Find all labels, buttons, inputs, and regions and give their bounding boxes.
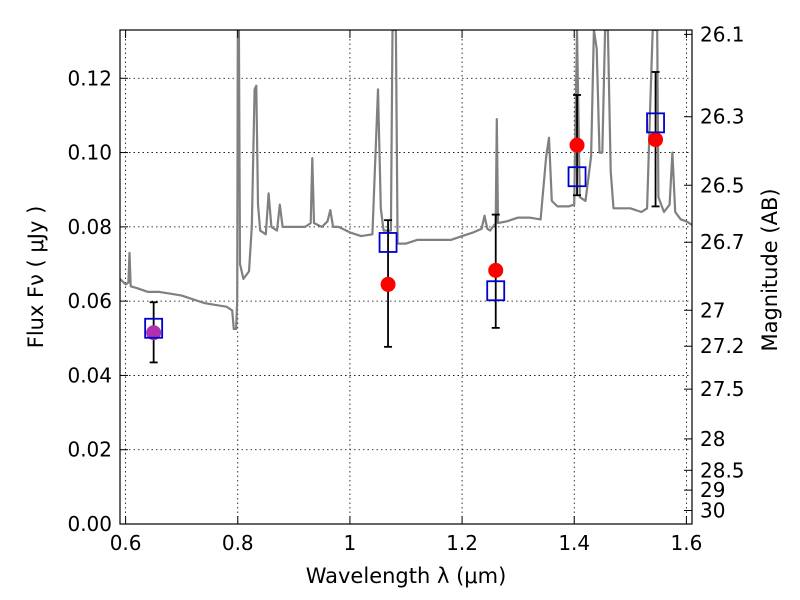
observed-flux-point	[488, 262, 504, 278]
x-axis-title: Wavelength λ (μm)	[306, 564, 507, 588]
right-tick-label: 26.3	[700, 105, 745, 129]
right-tick-label: 26.1	[700, 22, 745, 46]
y-axis-title: Flux Fν ( μJy )	[24, 206, 48, 349]
model-flux-layer	[144, 112, 665, 339]
right-tick-label: 29	[700, 478, 725, 502]
model-flux-square	[646, 112, 665, 134]
grid	[120, 30, 692, 525]
model-spectrum-layer	[120, 30, 692, 331]
x-tick-label: 0.8	[222, 531, 254, 555]
plot-frame	[119, 29, 693, 525]
observed-flux-layer	[146, 132, 664, 341]
x-tick-label: 1.4	[558, 531, 590, 555]
y-tick-label: 0.00	[67, 512, 112, 536]
x-tick-label: 1.2	[446, 531, 478, 555]
y-tick-label: 0.10	[67, 141, 112, 165]
right-tick-label: 26.7	[700, 230, 745, 254]
x-tick-label: 1.6	[670, 531, 702, 555]
right-tick-label: 27	[700, 298, 725, 322]
model-flux-square	[567, 166, 587, 188]
y-tick-label: 0.04	[67, 363, 112, 387]
right-tick-label: 28.5	[700, 458, 745, 482]
observed-flux-point	[380, 276, 396, 292]
model-spectrum-line	[120, 30, 692, 331]
ticks: 0.6 0.8 1 1.2 1.4 1.6 0.00 0.02 0.04 0.06 0.08 0.10…	[67, 22, 744, 555]
y-tick-label: 0.08	[67, 215, 112, 239]
right-tick-label: 27.2	[700, 334, 745, 358]
right-tick-label: 27.5	[700, 377, 745, 401]
observed-flux-point	[569, 137, 585, 153]
right-axis-title: Magnitude (AB)	[758, 188, 782, 351]
error-bar-layer	[149, 71, 660, 364]
observed-flux-point	[648, 132, 664, 148]
model-flux-square	[378, 232, 398, 253]
x-tick-label: 0.6	[110, 531, 142, 555]
model-flux-square	[144, 317, 164, 339]
y-tick-label: 0.06	[67, 289, 112, 313]
y-tick-label: 0.02	[67, 438, 112, 462]
y-tick-label: 0.12	[67, 66, 112, 90]
right-tick-label: 26.5	[700, 173, 745, 197]
x-tick-label: 1	[344, 531, 357, 555]
right-tick-label: 28	[700, 427, 725, 451]
right-tick-label: 30	[700, 499, 725, 523]
model-flux-square	[486, 280, 506, 302]
observed-flux-point	[146, 325, 162, 341]
